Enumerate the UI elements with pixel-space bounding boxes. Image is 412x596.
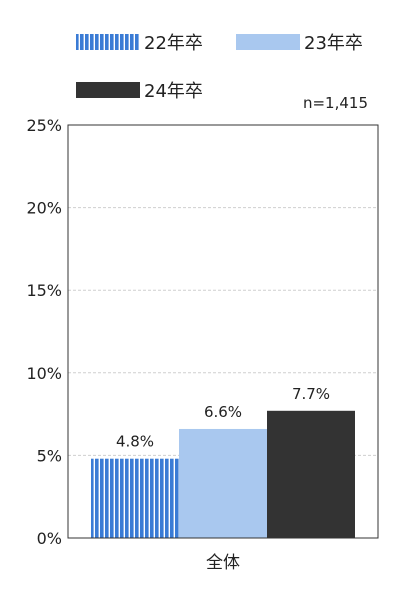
y-axis-tick-labels: 0% 5% 10% 15% 20% 25% xyxy=(26,116,62,548)
legend-swatch xyxy=(76,34,140,50)
y-tick-label: 25% xyxy=(26,116,62,135)
legend-swatch xyxy=(76,82,140,98)
legend-label: 22年卒 xyxy=(144,33,203,54)
legend-label: 24年卒 xyxy=(144,81,203,102)
bar-24年卒 xyxy=(267,410,355,538)
legend: 22年卒 23年卒 24年卒 xyxy=(76,33,363,102)
bar-value-labels: 4.8% 6.6% 7.7% xyxy=(116,385,330,451)
legend-label: 23年卒 xyxy=(304,33,363,54)
bar-23年卒 xyxy=(179,428,267,538)
bars xyxy=(91,410,355,538)
bar-value-label: 4.8% xyxy=(116,433,154,451)
plot-area-frame xyxy=(67,124,379,539)
x-axis-category-labels: 全体 xyxy=(206,553,240,573)
y-tick-label: 10% xyxy=(26,364,62,383)
x-category-label: 全体 xyxy=(206,553,240,573)
y-tick-label: 5% xyxy=(37,446,62,465)
bar-22年卒 xyxy=(91,458,179,538)
bar-value-label: 7.7% xyxy=(292,385,330,403)
legend-swatch xyxy=(236,34,300,50)
y-tick-label: 0% xyxy=(37,529,62,548)
y-tick-label: 15% xyxy=(26,281,62,300)
y-tick-label: 20% xyxy=(26,199,62,218)
sample-size-annotation: n=1,415 xyxy=(303,94,368,112)
bar-value-label: 6.6% xyxy=(204,403,242,421)
